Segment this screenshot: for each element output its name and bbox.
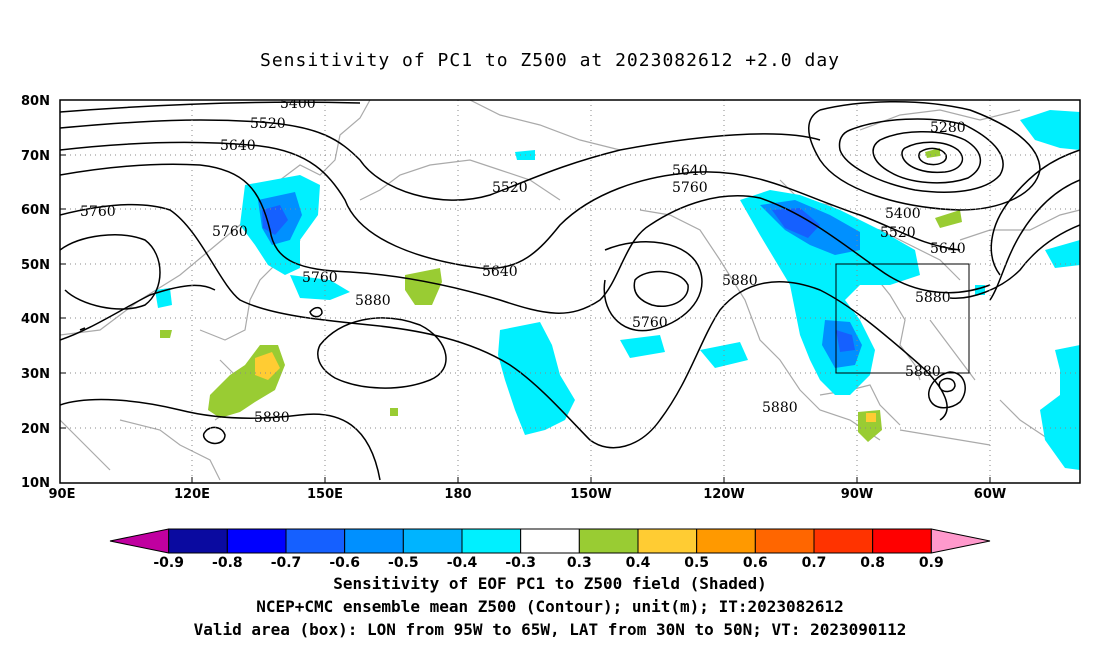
lat-label: 50N [21,258,50,273]
contour-label: 5880 [254,410,290,426]
colorbar-triangle-low [109,528,170,554]
contour-label: 5400 [280,96,316,112]
caption-line-2: NCEP+CMC ensemble mean Z500 (Contour); u… [256,597,844,616]
contour-label: 5760 [672,180,708,196]
colorbar-triangle-high [930,528,991,554]
lat-label: 10N [21,476,50,491]
shade-hudson-green [935,210,962,228]
colorbar-box [402,528,463,554]
colorbar-box [168,528,228,554]
shade-natl-cyan [1020,110,1080,150]
colorbar-label: -0.8 [212,555,243,570]
shade-nw-pac-cyan [290,275,350,300]
shade-typhoon-yellow [255,352,280,380]
z500-contours [60,100,1080,481]
contour-label: 5760 [302,270,338,286]
contour-label: 5280 [930,120,966,136]
lat-labels: 80N 70N 60N 50N 40N 30N 20N 10N [21,94,50,491]
map-plot: 5400 5520 5640 5520 5640 5760 5760 5640 … [21,94,1081,502]
colorbar-label: -0.9 [153,555,184,570]
lat-label: 70N [21,149,50,164]
contour-label: 5640 [930,241,966,257]
contour-label: 5760 [212,224,248,240]
shade-cpac-cyan-2 [620,335,665,358]
colorbar-label: 0.7 [802,555,827,570]
shade-na-cyan [740,190,920,395]
tick-marks [60,99,991,483]
colorbar-box [637,528,698,554]
lon-label: 60W [974,487,1006,502]
colorbar-box [520,528,580,554]
contour-label: 5880 [905,364,941,380]
shading [155,110,1080,470]
lat-label: 40N [21,312,50,327]
shade-natl-cyan-2 [1045,240,1080,268]
lon-label: 90W [841,487,873,502]
colorbar-box [813,528,874,554]
lat-label: 80N [21,94,50,109]
colorbar-label: 0.6 [743,555,768,570]
plot-title: Sensitivity of PC1 to Z500 at 2023082612… [259,50,840,71]
colorbar-label: 0.3 [567,555,592,570]
colorbar-box [344,528,404,554]
contour-label: 5880 [355,293,391,309]
lon-label: 150E [307,487,343,502]
shade-na-core [772,208,820,238]
colorbar-label: 0.5 [684,555,709,570]
colorbar: -0.9 -0.8 -0.7 -0.6 -0.5 -0.4 -0.3 0.3 0.4 0.5 0.6… [109,528,991,570]
caption-line-3: Valid area (box): LON from 95W to 65W, L… [193,620,907,639]
shade-cpac-cyan [498,322,575,435]
colorbar-box [696,528,756,554]
contour-label: 5880 [762,400,798,416]
lon-label: 120W [703,487,744,502]
shade-gulf-yellow [866,413,876,422]
lat-label: 60N [21,203,50,218]
colorbar-label: -0.4 [447,555,478,570]
contour-label: 5640 [672,163,708,179]
colorbar-box [461,528,522,554]
colorbar-label: -0.7 [271,555,302,570]
lat-label: 20N [21,422,50,437]
colorbar-box [754,528,815,554]
shade-kuril-cyan [155,288,172,308]
lat-label: 30N [21,367,50,382]
contour-label: 5760 [80,204,116,220]
shade-atl-cyan [1040,345,1080,470]
colorbar-box [578,528,639,554]
lon-label: 90E [49,487,76,502]
colorbar-label: -0.6 [329,555,360,570]
lon-labels: 90E 120E 150E 180 150W 120W 90W 60W [49,487,1007,502]
caption-line-1: Sensitivity of EOF PC1 to Z500 field (Sh… [333,574,767,593]
colorbar-label: -0.3 [505,555,536,570]
contour-label: 5640 [482,264,518,280]
contour-label: 5400 [885,206,921,222]
contour-label: 5520 [250,116,286,132]
contour-label: 5760 [632,315,668,331]
shade-japan-core [262,205,288,235]
contour-label: 5640 [220,138,256,154]
shade-greenland-green [925,148,940,158]
colorbar-label: -0.5 [388,555,419,570]
lon-label: 120E [174,487,210,502]
contour-label: 5880 [915,290,951,306]
contour-label: 5520 [880,225,916,241]
lon-label: 180 [444,487,471,502]
valid-area-box [835,263,970,374]
colorbar-label: 0.9 [919,555,944,570]
shade-small-green [160,330,172,338]
map-frame [59,99,1081,484]
colorbar-box [872,528,932,554]
shade-se-us-core [836,330,855,352]
contour-label: 5520 [492,180,528,196]
colorbar-box [226,528,287,554]
colorbar-label: 0.4 [626,555,651,570]
contour-labels: 5400 5520 5640 5520 5640 5760 5760 5640 … [80,96,966,426]
lon-label: 150W [570,487,611,502]
contour-label: 5880 [722,273,758,289]
colorbar-label: 0.8 [860,555,885,570]
shade-pac-green [405,268,442,305]
shade-small-green-2 [390,408,398,416]
colorbar-box [285,528,346,554]
